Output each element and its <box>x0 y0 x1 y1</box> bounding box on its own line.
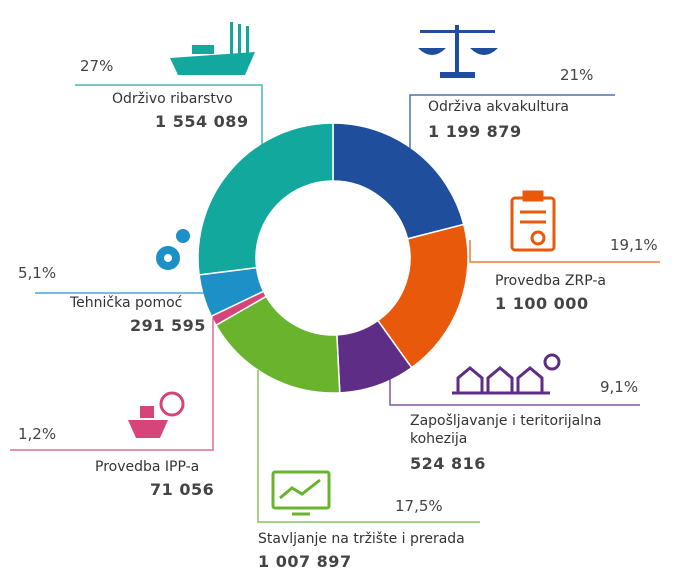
leader-line <box>257 370 480 523</box>
category-label: Stavljanje na tržište i prerada <box>258 531 465 547</box>
amount-label: 1 554 089 <box>155 112 249 131</box>
icon-scale <box>418 25 498 78</box>
amount-label: 71 056 <box>150 480 215 499</box>
leader-line <box>389 360 640 406</box>
leader-line <box>75 84 263 150</box>
donut-segment <box>197 122 334 276</box>
icon-gears <box>156 229 190 270</box>
icon-houses <box>452 353 561 395</box>
amount-label: 524 816 <box>410 454 486 473</box>
leader-line <box>469 240 660 263</box>
leader-line <box>10 318 214 451</box>
value-label: 9,1% <box>600 378 639 396</box>
amount-label: 1 199 879 <box>428 122 522 141</box>
category-label: Održiva akvakultura <box>428 99 569 115</box>
icon-clipboard <box>510 190 556 252</box>
category-label: Održivo ribarstvo <box>112 91 233 107</box>
category-label: Zapošljavanje i teritorijalna kohezija <box>410 413 602 447</box>
donut-segment <box>332 122 465 240</box>
icon-ship <box>170 22 255 75</box>
category-label: Provedba ZRP-a <box>495 273 606 289</box>
icon-boat <box>128 391 185 438</box>
value-label: 17,5% <box>395 497 443 515</box>
value-label: 1,2% <box>18 425 57 443</box>
icon-monitor <box>271 470 331 516</box>
leader-line <box>409 94 615 160</box>
amount-label: 291 595 <box>130 316 206 335</box>
amount-label: 1 007 897 <box>258 552 352 571</box>
amount-label: 1 100 000 <box>495 294 589 313</box>
value-label: 5,1% <box>18 264 57 282</box>
category-label: Provedba IPP-a <box>95 459 200 475</box>
value-label: 27% <box>80 57 114 75</box>
category-label: Tehnička pomoć <box>70 295 183 311</box>
value-label: 19,1% <box>610 236 658 254</box>
value-label: 21% <box>560 66 594 84</box>
